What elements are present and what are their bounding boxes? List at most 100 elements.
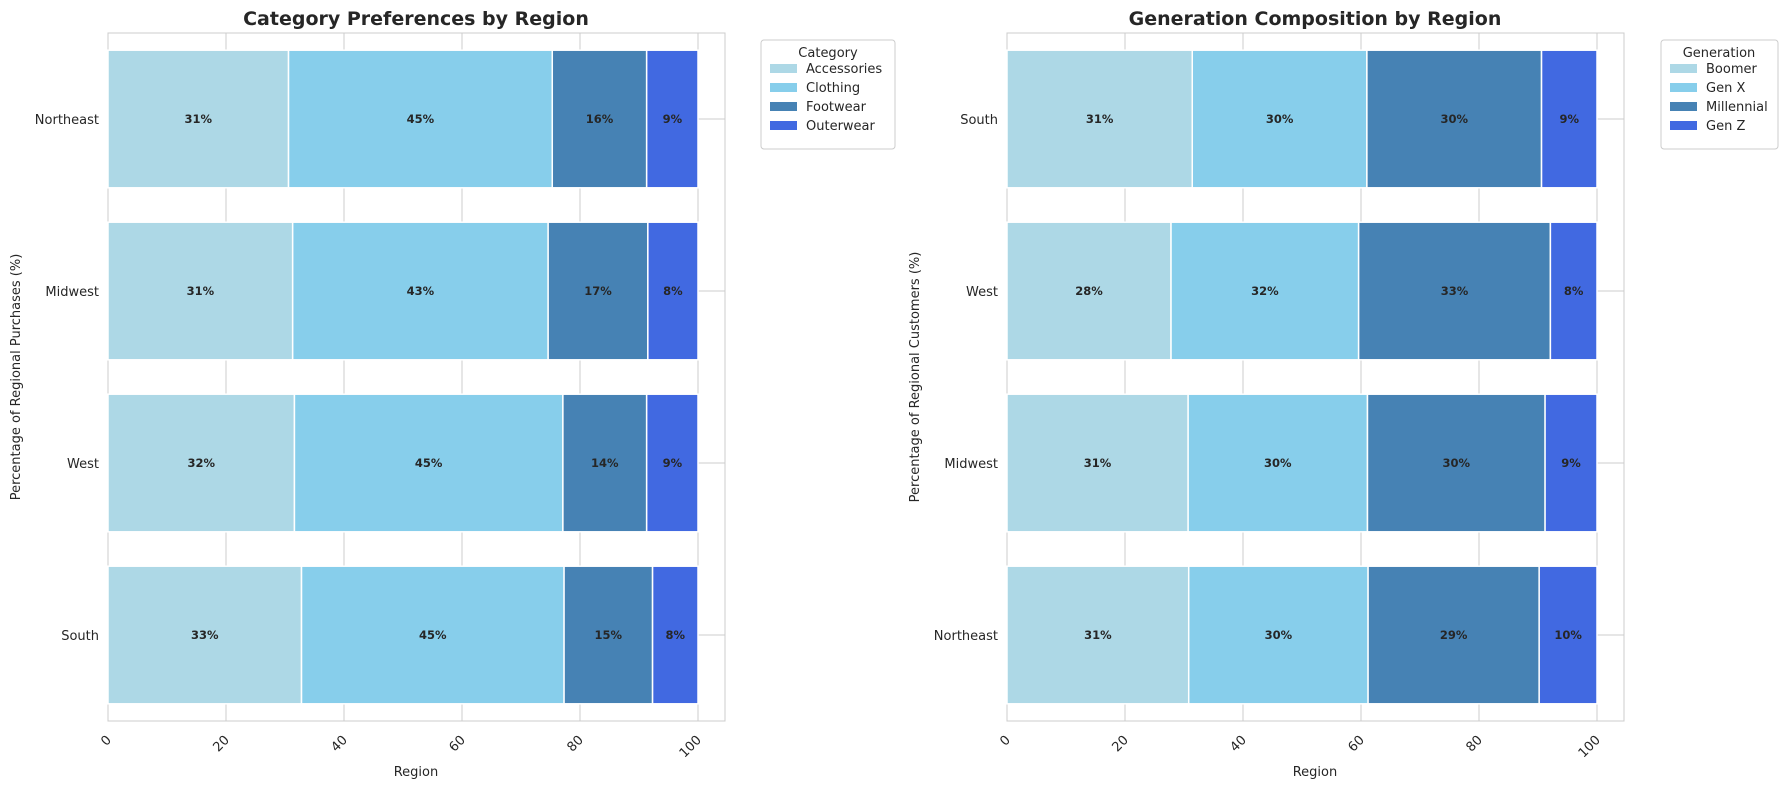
bars-left bbox=[107, 49, 699, 705]
x-tick-label: 100 bbox=[1576, 733, 1604, 761]
chart-right: 31% 30% 29% 10% 31% 30% 30% 9% 28% 32% 33% 8% 31% 30%… bbox=[908, 8, 1779, 780]
bar-segment bbox=[1187, 393, 1369, 533]
legend-swatch bbox=[770, 121, 797, 130]
bar-value-label: 45% bbox=[415, 456, 443, 470]
x-tick-label: 0 bbox=[98, 733, 114, 749]
bar-segment bbox=[1170, 221, 1360, 361]
bar-value-label: 43% bbox=[407, 284, 435, 298]
bar-value-label: 14% bbox=[591, 456, 619, 470]
legend-swatch bbox=[1670, 121, 1697, 130]
legend-left: Category Accessories Clothing Footwear Oute… bbox=[760, 39, 896, 150]
y-tick-label: Northeast bbox=[35, 113, 99, 128]
legend-swatch bbox=[1670, 64, 1697, 73]
bar-value-label: 32% bbox=[187, 456, 215, 470]
legend-label: Boomer bbox=[1706, 62, 1757, 77]
bar-segment bbox=[551, 49, 648, 189]
x-tick-label: 0 bbox=[997, 733, 1013, 749]
bar-segment bbox=[647, 221, 699, 361]
bar-segment bbox=[563, 565, 654, 705]
x-tick-label: 80 bbox=[1464, 733, 1486, 755]
bar-value-label: 16% bbox=[586, 112, 614, 126]
y-tick-label: Northeast bbox=[934, 629, 998, 644]
bar-segment bbox=[107, 393, 296, 533]
legend-items-right: Boomer Gen X Millennial Gen Z bbox=[1670, 62, 1768, 134]
bar-segment bbox=[107, 49, 290, 189]
legend-label: Accessories bbox=[806, 62, 882, 77]
y-tick-label: South bbox=[61, 629, 99, 644]
bar-value-label: 30% bbox=[1443, 456, 1471, 470]
legend-label: Millennial bbox=[1706, 100, 1768, 115]
bar-value-label: 9% bbox=[663, 112, 683, 126]
x-tick-label: 60 bbox=[447, 733, 469, 755]
bar-labels-right: 31% 30% 29% 10% 31% 30% 30% 9% 28% 32% 33% 8% 31% 30%… bbox=[1075, 112, 1584, 642]
x-axis-label-left: Region bbox=[394, 765, 439, 780]
x-ticks-left: 0 20 40 60 80 100 bbox=[98, 733, 704, 761]
y-tick-label: South bbox=[960, 113, 998, 128]
bar-value-label: 31% bbox=[1084, 456, 1112, 470]
chart-title-right: Generation Composition by Region bbox=[1129, 8, 1502, 30]
bar-value-label: 17% bbox=[584, 284, 612, 298]
bar-segment bbox=[107, 565, 303, 705]
legend-title-right: Generation bbox=[1683, 46, 1756, 61]
bar-value-label: 33% bbox=[191, 628, 219, 642]
bar-value-label: 8% bbox=[1564, 284, 1584, 298]
bar-value-label: 10% bbox=[1554, 628, 1582, 642]
x-tick-label: 20 bbox=[211, 733, 233, 755]
bar-segment bbox=[562, 393, 648, 533]
bar-segment bbox=[1357, 221, 1552, 361]
legend-title-left: Category bbox=[798, 46, 858, 61]
bar-value-label: 31% bbox=[1086, 112, 1114, 126]
bar-value-label: 8% bbox=[666, 628, 686, 642]
bar-value-label: 31% bbox=[185, 112, 213, 126]
bar-segment bbox=[300, 565, 565, 705]
bar-segment bbox=[287, 49, 554, 189]
bar-segment bbox=[1006, 393, 1189, 533]
bar-segment bbox=[1538, 565, 1598, 705]
legend-label: Gen X bbox=[1706, 81, 1745, 96]
x-tick-label: 60 bbox=[1346, 733, 1368, 755]
y-tick-label: Midwest bbox=[45, 285, 99, 300]
bars-right bbox=[1006, 49, 1598, 705]
x-ticks-right: 0 20 40 60 80 100 bbox=[997, 733, 1603, 761]
legend-swatch bbox=[1670, 102, 1697, 111]
bar-segment bbox=[1366, 49, 1543, 189]
legend-label: Clothing bbox=[806, 81, 860, 96]
bar-value-label: 9% bbox=[1560, 112, 1580, 126]
bar-value-label: 28% bbox=[1075, 284, 1103, 298]
bar-segment bbox=[1006, 49, 1194, 189]
bar-segment bbox=[1549, 221, 1598, 361]
bar-segment bbox=[293, 393, 564, 533]
bar-value-label: 30% bbox=[1265, 628, 1293, 642]
legend-swatch bbox=[770, 83, 797, 92]
y-tick-label: West bbox=[67, 457, 99, 472]
bar-value-label: 8% bbox=[663, 284, 683, 298]
y-tick-label: Midwest bbox=[944, 457, 998, 472]
y-ticks-left: South West Midwest Northeast bbox=[35, 113, 99, 644]
y-tick-label: West bbox=[966, 285, 998, 300]
bar-value-label: 29% bbox=[1440, 628, 1468, 642]
x-tick-label: 80 bbox=[565, 733, 587, 755]
legend-label: Outerwear bbox=[806, 119, 876, 134]
x-tick-label: 40 bbox=[1228, 733, 1250, 755]
bar-segment bbox=[1544, 393, 1598, 533]
legend-swatch bbox=[1670, 83, 1697, 92]
bar-segment bbox=[1006, 221, 1172, 361]
bar-labels-left: 33% 45% 15% 8% 32% 45% 14% 9% 31% 43% 17% 8% 31% 45% 1… bbox=[185, 112, 686, 642]
legend-swatch bbox=[770, 64, 797, 73]
bar-segment bbox=[1366, 393, 1546, 533]
legend-right: Generation Boomer Gen X Millennial Gen Z bbox=[1660, 39, 1779, 150]
legend-label: Gen Z bbox=[1706, 119, 1745, 134]
bar-value-label: 33% bbox=[1441, 284, 1469, 298]
chart-title-left: Category Preferences by Region bbox=[243, 8, 589, 30]
bar-value-label: 9% bbox=[663, 456, 683, 470]
bar-value-label: 45% bbox=[419, 628, 447, 642]
bar-segment bbox=[645, 393, 699, 533]
bar-segment bbox=[1191, 49, 1368, 189]
x-tick-label: 20 bbox=[1110, 733, 1132, 755]
chart-left: 33% 45% 15% 8% 32% 45% 14% 9% 31% 43% 17% 8% 31% 45% 1… bbox=[9, 8, 896, 780]
legend-items-left: Accessories Clothing Footwear Outerwear bbox=[770, 62, 882, 134]
bar-value-label: 45% bbox=[407, 112, 435, 126]
bar-segment bbox=[107, 221, 294, 361]
x-axis-label-right: Region bbox=[1293, 765, 1338, 780]
